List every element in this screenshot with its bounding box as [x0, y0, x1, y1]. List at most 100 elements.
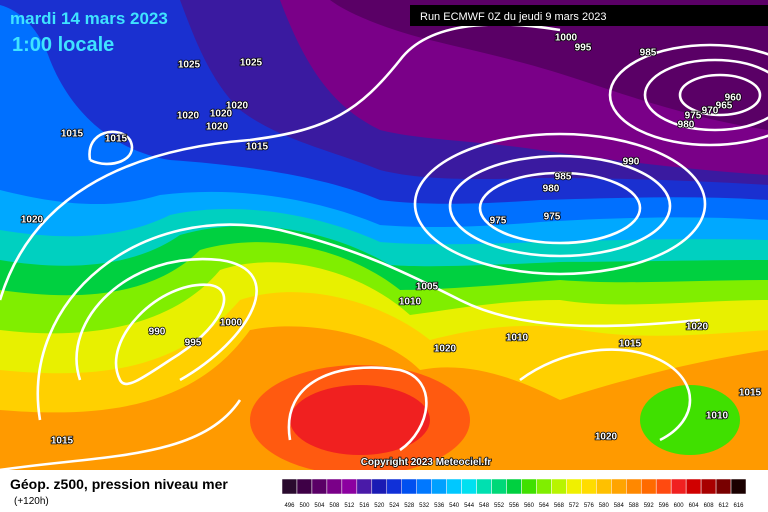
colorbar-label: 528	[404, 503, 415, 509]
isobar-label: 995	[185, 338, 202, 349]
colorbar-swatch	[685, 478, 702, 495]
colorbar-swatch	[446, 478, 462, 495]
colorbar-swatch	[341, 478, 358, 495]
colorbar-label: 532	[419, 503, 430, 509]
colorbar-label: 548	[479, 503, 490, 509]
colorbar-label: 536	[434, 503, 445, 509]
copyright: Copyright 2023 Meteociel.fr	[361, 457, 492, 468]
date-title: mardi 14 mars 2023	[10, 9, 168, 28]
colorbar-label: 588	[629, 503, 640, 509]
isobar-label: 980	[543, 184, 560, 195]
lead-time: (+120h)	[14, 496, 49, 507]
isobar-label: 1010	[706, 411, 729, 422]
colorbar-swatch	[626, 478, 642, 495]
isobar-label: 1025	[240, 58, 263, 69]
colorbar-label: 496	[284, 503, 295, 509]
isobar-label: 1000	[220, 318, 243, 329]
isobar-label: 975	[544, 212, 561, 223]
isobar-label: 1015	[105, 134, 128, 145]
isobar-label: 1025	[178, 60, 201, 71]
colorbar-label: 576	[584, 503, 595, 509]
colorbar-swatch	[536, 478, 552, 495]
colorbar-label: 584	[614, 503, 625, 509]
isobar-label: 990	[623, 157, 640, 168]
isobar-label: 1015	[739, 388, 762, 399]
colorbar-label: 604	[689, 503, 700, 509]
colorbar-swatch	[611, 478, 627, 495]
isobar-label: 1015	[246, 142, 269, 153]
isobar-label: 1020	[686, 322, 709, 333]
isobar-label: 1020	[21, 215, 44, 226]
colorbar-label: 592	[644, 503, 655, 509]
colorbar-label: 500	[299, 503, 310, 509]
isobar-label: 1010	[506, 333, 529, 344]
colorbar-label: 552	[494, 503, 505, 509]
isobar-label: 985	[640, 48, 657, 59]
colorbar-label: 572	[569, 503, 580, 509]
time-title: 1:00 locale	[12, 34, 114, 56]
colorbar-label: 524	[389, 503, 400, 509]
run-box	[410, 5, 768, 26]
colorbar-swatch	[715, 478, 732, 495]
colorbar-swatch	[386, 478, 402, 495]
isobar-label: 1020	[206, 122, 229, 133]
colorbar-label: 540	[449, 503, 460, 509]
colorbar-swatch	[476, 478, 492, 495]
colorbar-swatch	[506, 478, 522, 495]
isobar-label: 1015	[51, 436, 74, 447]
isobar-label: 960	[725, 93, 742, 104]
colorbar-label: 544	[464, 503, 475, 509]
isobar-label: 1020	[210, 109, 233, 120]
isobar-label: 1010	[399, 297, 422, 308]
colorbar-label: 512	[344, 503, 355, 509]
isobar-label: 965	[716, 101, 733, 112]
colorbar-swatch	[581, 478, 597, 495]
colorbar-label: 556	[509, 503, 520, 509]
colorbar-swatch	[311, 478, 328, 495]
isobar-label: 1015	[619, 339, 642, 350]
isobar-label: 980	[678, 120, 695, 131]
colorbar-label: 600	[674, 503, 685, 509]
isobar-label: 1020	[595, 432, 618, 443]
colorbar-label: 612	[719, 503, 730, 509]
colorbar-label: 616	[734, 503, 745, 509]
colorbar-swatch	[431, 478, 447, 495]
isobar-label: 1020	[226, 101, 249, 112]
colorbar-label: 560	[524, 503, 535, 509]
colorbar-label: 564	[539, 503, 550, 509]
colorbar-swatch	[596, 478, 612, 495]
colorbar-label: 504	[314, 503, 325, 509]
colorbar-swatch	[356, 478, 373, 495]
colorbar-swatch	[416, 478, 432, 495]
colorbar: 496 500 504 508 512 516 520 524 528 532 536 540 544 5…	[281, 478, 747, 509]
isobar-label: 1020	[434, 344, 457, 355]
isobar-label: 1005	[416, 282, 439, 293]
isobar-label: 985	[555, 172, 572, 183]
legend-title: Géop. z500, pression niveau mer	[10, 476, 228, 492]
colorbar-swatch	[281, 478, 298, 495]
colorbar-swatch	[371, 478, 388, 495]
isobar-label: 1000	[555, 33, 578, 44]
colorbar-swatch	[326, 478, 343, 495]
colorbar-swatch	[566, 478, 582, 495]
colorbar-swatch	[640, 478, 657, 495]
isobar-label: 1020	[177, 111, 200, 122]
run-info: Run ECMWF 0Z du jeudi 9 mars 2023	[420, 11, 606, 23]
colorbar-label: 568	[554, 503, 565, 509]
colorbar-swatch	[461, 478, 477, 495]
isobar-label: 970	[702, 106, 719, 117]
colorbar-swatch	[670, 478, 687, 495]
isobars	[0, 23, 768, 472]
colorbar-label: 520	[374, 503, 385, 509]
colorbar-label: 516	[359, 503, 370, 509]
colorbar-swatch	[655, 478, 672, 495]
isobar-label: 1015	[61, 129, 84, 140]
map-background	[0, 0, 768, 475]
isobar-label: 975	[490, 216, 507, 227]
colorbar-swatch	[491, 478, 507, 495]
colorbar-swatch	[521, 478, 537, 495]
colorbar-swatch	[700, 478, 717, 495]
